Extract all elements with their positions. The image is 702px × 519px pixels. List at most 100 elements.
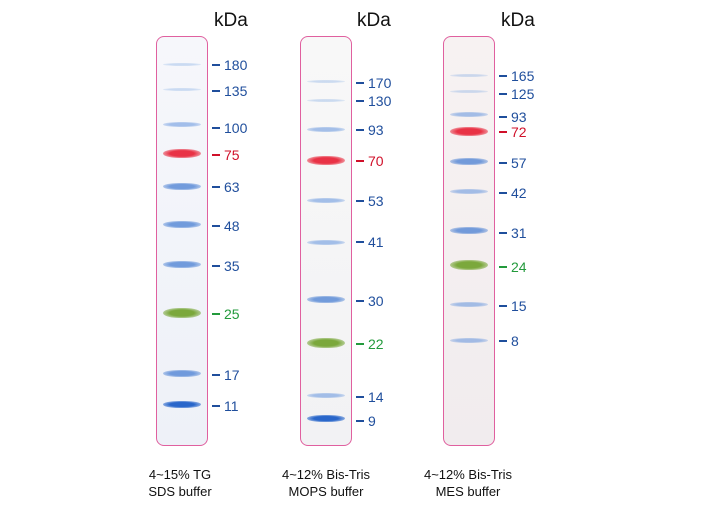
gel-band [450, 301, 488, 307]
marker-tick [356, 300, 364, 302]
gel-band [307, 98, 345, 102]
marker-label: 42 [511, 185, 527, 201]
marker-label: 165 [511, 68, 535, 84]
marker-label: 11 [224, 398, 239, 414]
marker-tick [356, 343, 364, 345]
marker-tick [212, 405, 220, 407]
marker-label: 22 [368, 336, 384, 352]
caption: 4~12% Bis-Tris MES buffer [393, 466, 543, 500]
gel-band [307, 79, 345, 83]
marker-tick [356, 200, 364, 202]
marker-tick [499, 75, 507, 77]
gel-band [163, 260, 201, 268]
marker-label: 180 [224, 57, 248, 73]
gel-band [450, 157, 488, 165]
gel-lane [156, 36, 208, 446]
caption: 4~15% TG SDS buffer [105, 466, 255, 500]
unit-label: kDa [501, 10, 535, 31]
gel-band [163, 400, 201, 408]
marker-tick [212, 374, 220, 376]
gel-band [163, 62, 201, 66]
marker-label: 41 [368, 234, 384, 250]
marker-tick [356, 396, 364, 398]
marker-label: 14 [368, 389, 384, 405]
marker-tick [499, 266, 507, 268]
caption-buffer: SDS buffer [148, 484, 212, 499]
marker-label: 100 [224, 120, 248, 136]
gel-band [307, 295, 345, 303]
marker-label: 170 [368, 75, 392, 91]
caption: 4~12% Bis-Tris MOPS buffer [251, 466, 401, 500]
caption-gel: 4~12% Bis-Tris [281, 467, 371, 482]
marker-label: 25 [224, 306, 240, 322]
gel-band [163, 369, 201, 377]
marker-tick [499, 116, 507, 118]
marker-tick [356, 241, 364, 243]
marker-tick [499, 305, 507, 307]
gel-band [307, 392, 345, 398]
caption-buffer: MOPS buffer [288, 484, 364, 499]
marker-tick [356, 420, 364, 422]
marker-label: 125 [511, 86, 535, 102]
gel-band [307, 239, 345, 245]
marker-label: 53 [368, 193, 384, 209]
gel-band [450, 337, 488, 343]
marker-tick [499, 162, 507, 164]
marker-tick [499, 131, 507, 133]
marker-label: 70 [368, 153, 384, 169]
marker-tick [356, 160, 364, 162]
gel-band [307, 155, 345, 165]
gel-band [450, 126, 488, 136]
unit-label: kDa [357, 10, 391, 31]
marker-tick [212, 225, 220, 227]
gel-band [307, 338, 345, 348]
marker-label: 130 [368, 93, 392, 109]
marker-label: 57 [511, 155, 527, 171]
marker-tick [499, 232, 507, 234]
unit-label: kDa [214, 10, 248, 31]
caption-gel: 4~15% TG [148, 467, 212, 482]
gel-band [450, 260, 488, 270]
gel-band [450, 188, 488, 194]
gel-band [163, 308, 201, 318]
marker-label: 35 [224, 258, 240, 274]
marker-tick [212, 186, 220, 188]
marker-label: 31 [511, 225, 527, 241]
marker-label: 93 [511, 109, 527, 125]
marker-tick [499, 192, 507, 194]
marker-tick [356, 100, 364, 102]
marker-tick [212, 90, 220, 92]
marker-label: 30 [368, 293, 384, 309]
gel-band [450, 73, 488, 77]
marker-label: 48 [224, 218, 240, 234]
gel-band [163, 220, 201, 228]
marker-tick [499, 93, 507, 95]
marker-label: 75 [224, 147, 240, 163]
gel-band [307, 197, 345, 203]
marker-label: 24 [511, 259, 527, 275]
marker-label: 72 [511, 124, 527, 140]
gel-band [450, 89, 488, 93]
gel-band [163, 121, 201, 127]
marker-label: 8 [511, 333, 519, 349]
marker-label: 63 [224, 179, 240, 195]
caption-buffer: MES buffer [435, 484, 501, 499]
gel-band [163, 182, 201, 190]
marker-tick [356, 82, 364, 84]
marker-label: 135 [224, 83, 248, 99]
marker-tick [212, 127, 220, 129]
gel-band [163, 87, 201, 91]
marker-label: 93 [368, 122, 384, 138]
marker-tick [499, 340, 507, 342]
marker-label: 17 [224, 367, 240, 383]
marker-tick [212, 265, 220, 267]
gel-band [450, 226, 488, 234]
marker-label: 15 [511, 298, 527, 314]
marker-tick [212, 64, 220, 66]
marker-tick [356, 129, 364, 131]
marker-tick [212, 154, 220, 156]
gel-band [450, 111, 488, 117]
marker-tick [212, 313, 220, 315]
caption-gel: 4~12% Bis-Tris [423, 467, 513, 482]
gel-lane [443, 36, 495, 446]
